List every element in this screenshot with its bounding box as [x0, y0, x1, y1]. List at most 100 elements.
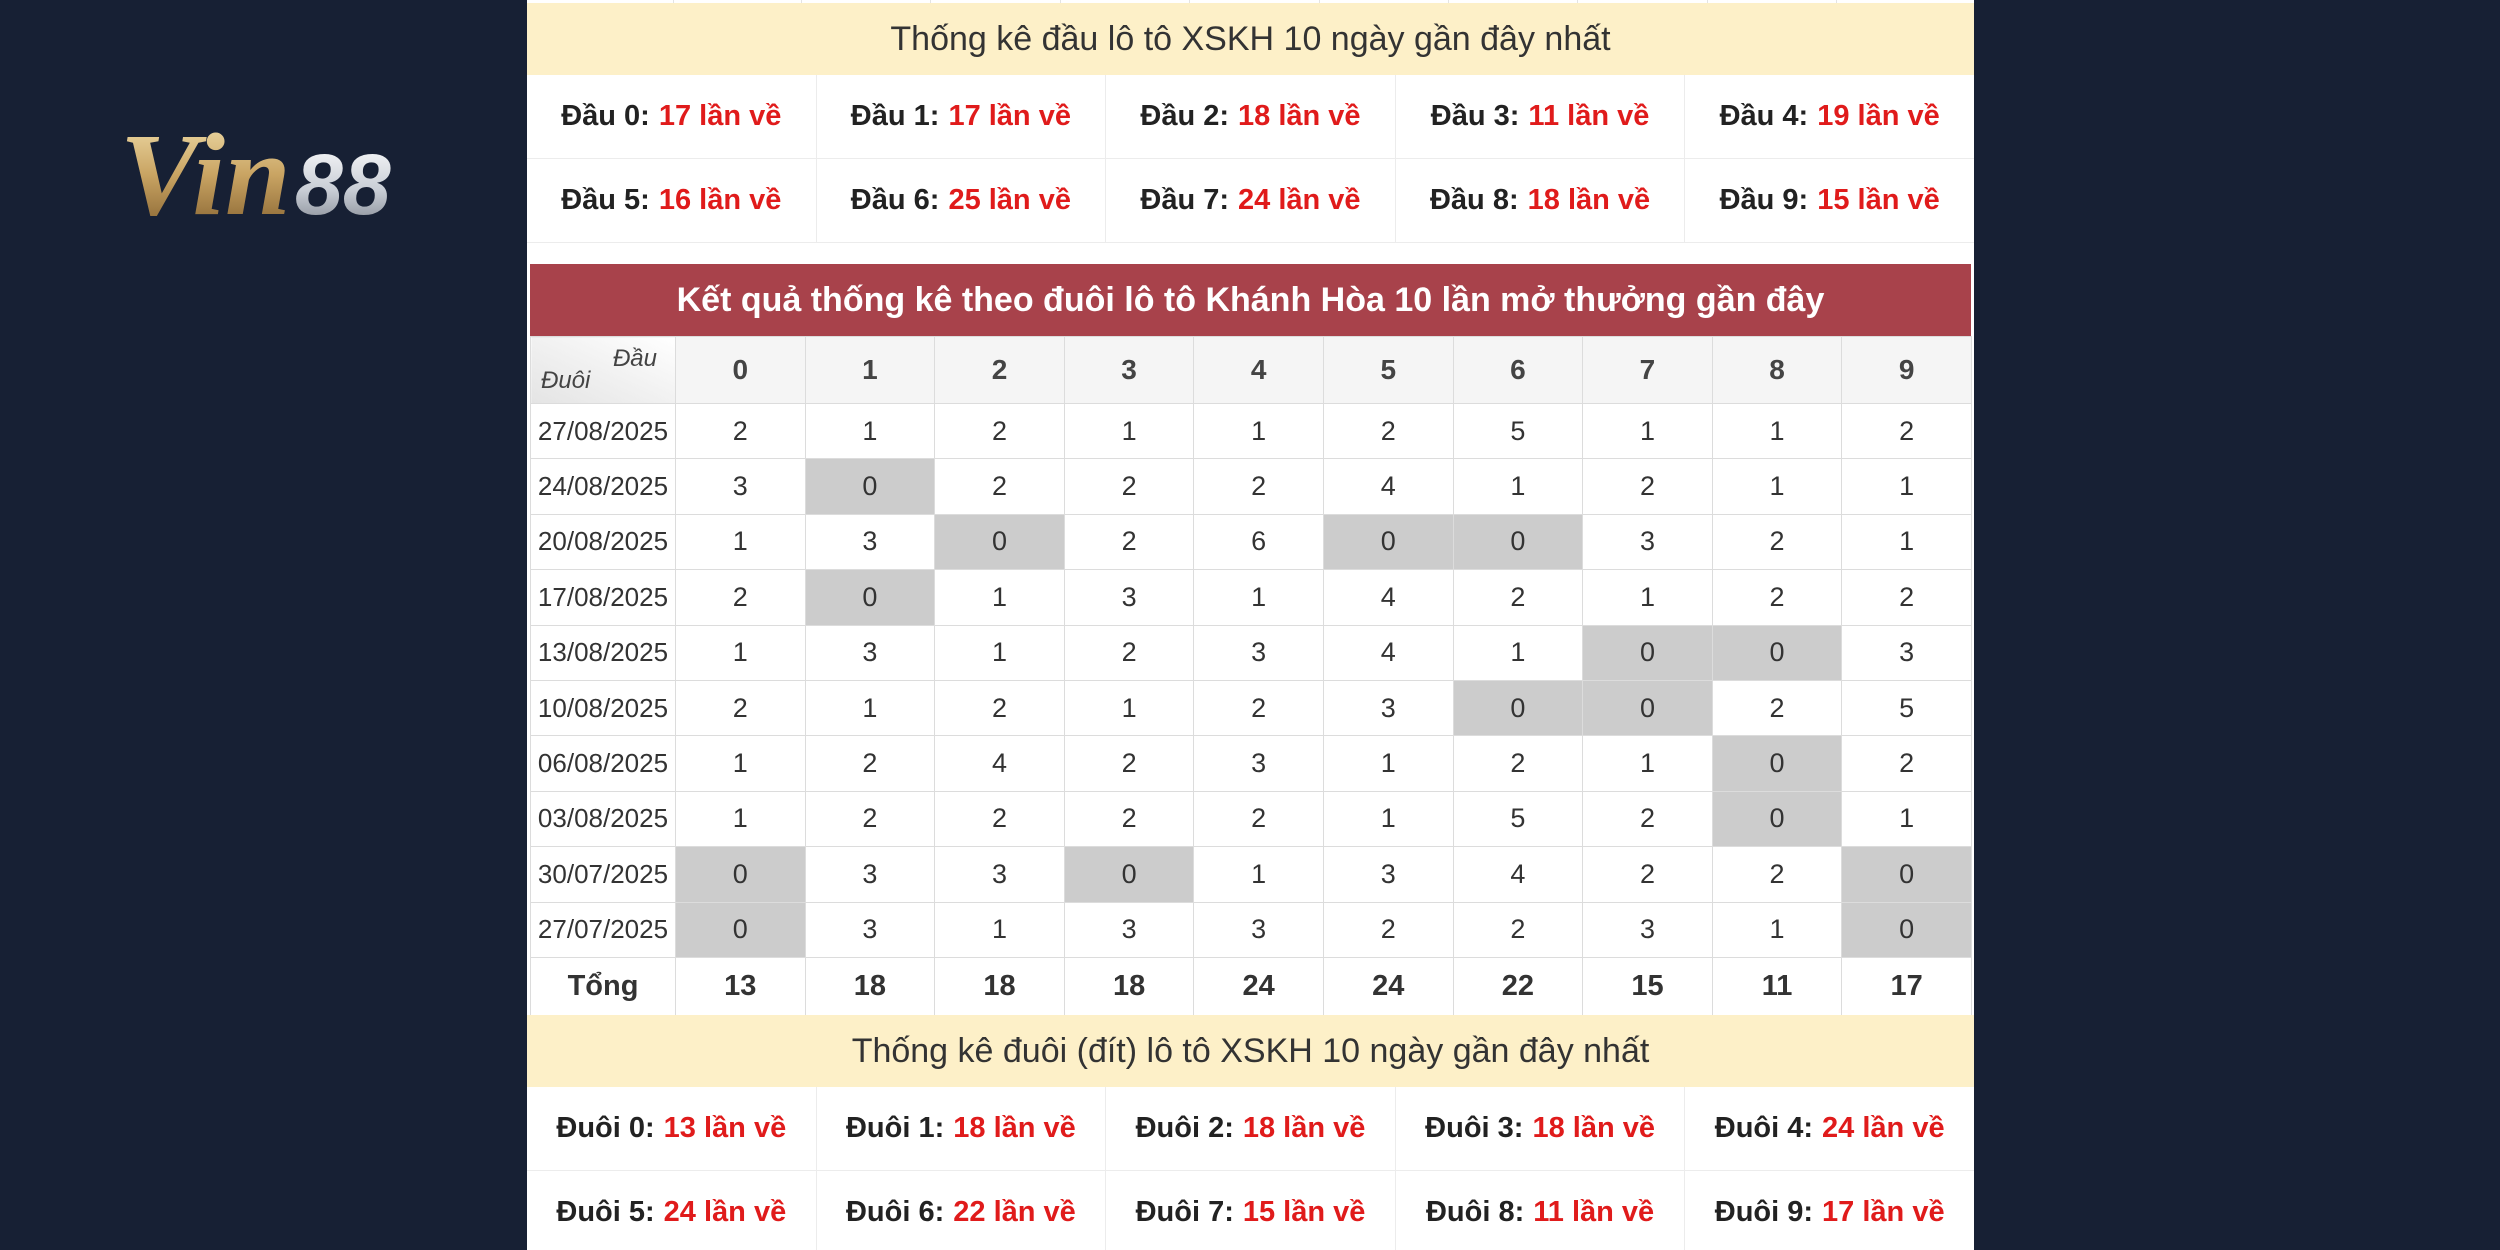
- row-date: 17/08/2025: [530, 569, 676, 626]
- table-cell: 1: [675, 624, 806, 681]
- table-cell: 3: [1322, 679, 1454, 737]
- row-date: 24/08/2025: [530, 458, 676, 515]
- duoi-count: 22 lần về: [953, 1196, 1076, 1228]
- row-date: 13/08/2025: [530, 624, 676, 681]
- table-cell: 2: [1063, 790, 1195, 848]
- table-cell: 2: [1193, 679, 1324, 737]
- table-cell: 3: [804, 901, 936, 958]
- table-cell: 2: [1841, 569, 1972, 626]
- duoi-stats-row: Đuôi 5: 24 lần về Đuôi 6: 22 lần về Đuôi 7…: [527, 1171, 1974, 1250]
- table-cell: 3: [1193, 735, 1324, 792]
- dau-count: 19 lần về: [1817, 100, 1940, 132]
- duoi-stats-grid: Đuôi 0: 13 lần về Đuôi 1: 18 lần về Đuôi 2…: [527, 1087, 1974, 1250]
- dau-stats-title: Thống kê đầu lô tô XSKH 10 ngày gần đây …: [527, 3, 1974, 75]
- table-cell: 2: [934, 679, 1065, 737]
- total-cell: 22: [1452, 956, 1584, 1016]
- row-date: 27/08/2025: [530, 402, 676, 460]
- duoi-count: 15 lần về: [1242, 1196, 1366, 1228]
- logo-vin-text: Vin: [120, 112, 291, 240]
- duoi-label: Đuôi 5:: [556, 1196, 655, 1228]
- dau-count: 25 lần về: [948, 184, 1071, 216]
- dau-count: 16 lần về: [658, 184, 782, 216]
- table-cell: 5: [1452, 402, 1584, 460]
- total-cell: 17: [1841, 956, 1972, 1016]
- table-cell: 2: [1322, 901, 1454, 958]
- table-cell: 1: [1841, 458, 1972, 515]
- dau-count: 17 lần về: [658, 100, 782, 132]
- row-date: 10/08/2025: [530, 679, 676, 737]
- table-cell: 0: [1452, 679, 1584, 737]
- table-cell: 2: [1711, 846, 1843, 903]
- dau-stat-1: Đầu 1: 17 lần về: [817, 75, 1107, 158]
- table-cell: 3: [804, 624, 936, 681]
- table-cell: 3: [1841, 624, 1972, 681]
- table-row: 30/07/2025 0 3 3 0 1 3 4 2 2 0: [530, 846, 1972, 903]
- table-cell: 1: [1193, 569, 1324, 626]
- dau-count: 18 lần về: [1527, 184, 1651, 216]
- table-cell: 1: [675, 790, 806, 848]
- dau-label: Đầu 6:: [850, 184, 940, 216]
- column-header: 4: [1193, 336, 1324, 404]
- table-row: 27/07/2025 0 3 1 3 3 2 2 3 1 0: [530, 901, 1972, 958]
- dau-stat-7: Đầu 7: 24 lần về: [1106, 159, 1396, 242]
- table-row: 27/08/2025 2 1 2 1 1 2 5 1 1 2: [530, 402, 1972, 460]
- table-cell: 3: [1063, 901, 1195, 958]
- table-cell: 0: [1841, 901, 1972, 958]
- dau-stats-grid: Đầu 0: 17 lần về Đầu 1: 17 lần về Đầu 2: 18…: [527, 75, 1974, 243]
- table-row: 13/08/2025 1 3 1 2 3 4 1 0 0 3: [530, 624, 1972, 681]
- dau-label: Đầu 0:: [561, 100, 650, 132]
- total-cell: 18: [804, 956, 936, 1016]
- duoi-stats-row: Đuôi 0: 13 lần về Đuôi 1: 18 lần về Đuôi 2…: [527, 1087, 1974, 1171]
- table-row: 24/08/2025 3 0 2 2 2 4 1 2 1 1: [530, 458, 1972, 515]
- table-cell: 2: [1063, 624, 1195, 681]
- table-cell: 3: [1193, 901, 1324, 958]
- table-cell: 2: [1582, 790, 1713, 848]
- dau-count: 15 lần về: [1817, 184, 1940, 216]
- table-cell: 2: [1711, 569, 1843, 626]
- duoi-stat-5: Đuôi 5: 24 lần về: [527, 1171, 817, 1250]
- corner-header: Đầu Đuôi: [530, 336, 676, 404]
- table-cell: 1: [804, 679, 936, 737]
- table-cell: 2: [1711, 513, 1843, 571]
- row-date: 27/07/2025: [530, 901, 676, 958]
- duoi-count: 18 lần về: [1532, 1112, 1655, 1144]
- table-cell: 2: [1193, 458, 1324, 515]
- table-cell: 3: [1582, 513, 1713, 571]
- column-header: 8: [1711, 336, 1843, 404]
- row-date: 03/08/2025: [530, 790, 676, 848]
- total-cell: 18: [1063, 956, 1195, 1016]
- table-cell: 1: [675, 735, 806, 792]
- table-cell: 1: [1582, 569, 1713, 626]
- table-cell: 0: [934, 513, 1065, 571]
- total-cell: 24: [1322, 956, 1454, 1016]
- table-cell: 2: [934, 402, 1065, 460]
- duoi-label: Đuôi 0:: [556, 1112, 655, 1144]
- table-cell: 1: [1711, 402, 1843, 460]
- table-row: 10/08/2025 2 1 2 1 2 3 0 0 2 5: [530, 679, 1972, 737]
- duoi-count: 24 lần về: [1822, 1112, 1945, 1144]
- table-cell: 2: [934, 790, 1065, 848]
- table-cell: 0: [1582, 679, 1713, 737]
- table-cell: 2: [1711, 679, 1843, 737]
- dau-stats-row: Đầu 5: 16 lần về Đầu 6: 25 lần về Đầu 7: 24…: [527, 159, 1974, 243]
- duoi-label: Đuôi 1:: [845, 1112, 945, 1144]
- table-cell: 2: [1841, 402, 1972, 460]
- total-label: Tổng: [530, 956, 676, 1016]
- table-cell: 2: [804, 735, 936, 792]
- duoi-stat-4: Đuôi 4: 24 lần về: [1685, 1087, 1974, 1170]
- table-cell: 5: [1841, 679, 1972, 737]
- table-cell: 1: [1322, 735, 1454, 792]
- table-cell: 1: [934, 569, 1065, 626]
- table-row: 17/08/2025 2 0 1 3 1 4 2 1 2 2: [530, 569, 1972, 626]
- total-cell: 15: [1582, 956, 1713, 1016]
- table-cell: 0: [804, 458, 936, 515]
- vin88-logo: Vin 88: [120, 112, 391, 240]
- table-cell: 2: [675, 679, 806, 737]
- dau-stat-8: Đầu 8: 18 lần về: [1396, 159, 1686, 242]
- table-cell: 2: [1063, 735, 1195, 792]
- table-row: 06/08/2025 1 2 4 2 3 1 2 1 0 2: [530, 735, 1972, 792]
- duoi-count: 18 lần về: [953, 1112, 1076, 1144]
- column-header: 5: [1322, 336, 1454, 404]
